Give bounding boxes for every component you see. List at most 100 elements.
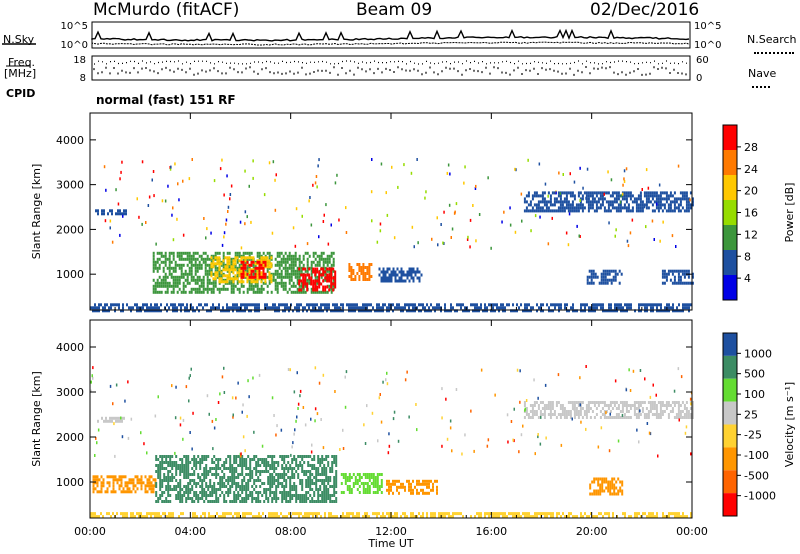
data-cell (283, 458, 286, 461)
data-cell (609, 200, 612, 204)
data-cell (592, 515, 594, 519)
data-cell (211, 458, 214, 461)
data-cell (177, 464, 180, 467)
data-cell (420, 309, 422, 313)
data-cell (253, 497, 256, 500)
data-cell (527, 413, 530, 416)
data-cell (324, 290, 327, 294)
data-cell (167, 488, 170, 491)
data-cell (287, 467, 290, 470)
data-cell (592, 303, 594, 307)
data-cell (476, 303, 478, 307)
data-cell (301, 464, 304, 467)
data-cell (330, 287, 333, 291)
data-cell (110, 306, 112, 310)
data-cell (203, 458, 206, 461)
data-cell (328, 273, 331, 277)
data-cell (232, 265, 235, 269)
data-cell (222, 274, 225, 278)
data-cell (333, 479, 336, 482)
data-speckle (450, 236, 452, 239)
data-cell (102, 515, 104, 519)
data-cell (325, 470, 328, 473)
data-cell (593, 191, 596, 195)
data-cell (204, 287, 207, 291)
data-cell (176, 275, 179, 279)
data-cell (444, 303, 446, 307)
data-cell (539, 410, 542, 413)
data-cell (190, 260, 193, 264)
data-cell (130, 515, 132, 519)
data-cell (159, 485, 162, 488)
data-cell (623, 206, 626, 210)
data-cell (246, 277, 249, 281)
data-cell (100, 475, 103, 479)
data-cell (180, 512, 182, 516)
data-cell (321, 458, 324, 461)
data-cell (621, 410, 624, 413)
data-cell (302, 254, 305, 258)
data-cell (245, 494, 248, 497)
data-cell (314, 290, 317, 294)
data-cell (204, 263, 207, 267)
data-cell (644, 512, 646, 516)
data-cell (148, 484, 151, 488)
data-cell (434, 479, 436, 483)
data-cell (673, 416, 676, 419)
y-axis-label: Slant Range [km] (30, 164, 43, 260)
data-cell (605, 477, 608, 481)
data-cell (364, 309, 366, 313)
data-cell (267, 464, 270, 467)
data-cell (224, 268, 227, 272)
data-cell (239, 485, 242, 488)
data-cell (295, 458, 298, 461)
data-cell (534, 512, 536, 516)
data-cell (312, 285, 315, 289)
data-cell (217, 500, 220, 503)
data-cell (142, 303, 144, 307)
data-cell (319, 494, 322, 497)
data-cell (198, 309, 200, 313)
data-cell (350, 491, 353, 494)
data-cell (169, 476, 172, 479)
data-cell (247, 488, 250, 491)
data-cell (203, 473, 206, 476)
data-cell (538, 512, 540, 516)
data-speckle (161, 199, 164, 203)
data-cell (199, 485, 202, 488)
data-cell (484, 512, 486, 516)
data-cell (232, 259, 235, 263)
data-cell (239, 473, 242, 476)
data-cell (126, 487, 129, 491)
data-cell (645, 200, 648, 204)
data-cell (126, 481, 129, 485)
data-cell (611, 200, 614, 204)
data-cell (418, 309, 420, 313)
data-cell (390, 270, 393, 274)
data-cell (348, 473, 351, 476)
data-cell (655, 206, 658, 210)
data-cell (540, 512, 542, 516)
data-cell (557, 413, 560, 416)
data-cell (575, 401, 578, 404)
data-cell (186, 306, 188, 310)
data-cell (199, 476, 202, 479)
data-cell (274, 281, 277, 285)
data-cell (610, 309, 612, 313)
data-cell (292, 281, 295, 285)
data-cell (163, 500, 166, 503)
data-cell (274, 278, 277, 282)
data-cell (119, 419, 121, 423)
data-cell (619, 209, 622, 213)
data-cell (211, 461, 214, 464)
data-cell (242, 290, 245, 294)
data-cell (290, 263, 293, 267)
data-cell (248, 309, 250, 313)
data-cell (255, 464, 258, 467)
data-cell (608, 272, 611, 276)
data-cell (94, 515, 96, 519)
data-cell (296, 272, 299, 276)
data-speckle (647, 186, 650, 190)
data-speckle (325, 203, 327, 207)
data-cell (659, 410, 662, 413)
